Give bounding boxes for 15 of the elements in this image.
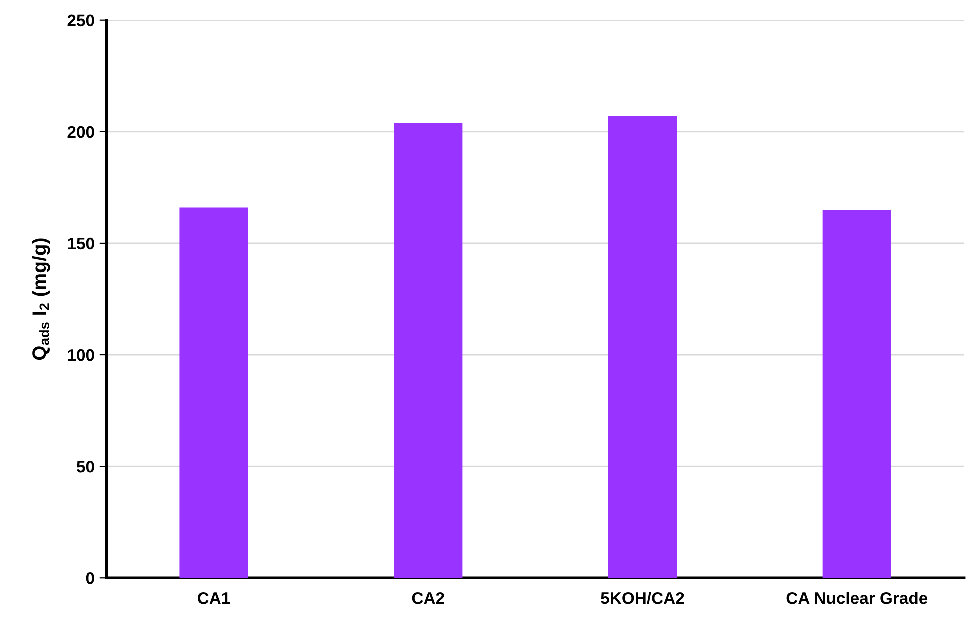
x-tick-label: CA1	[198, 592, 230, 604]
y-axis-title: Q$_{ads}$ I$_{2}$ (mg/g)	[32, 238, 50, 360]
bar	[180, 208, 248, 578]
bar	[394, 122, 463, 578]
bar	[608, 116, 678, 578]
y-tick-label: 250	[68, 14, 94, 27]
y-tick-label: 100	[68, 349, 94, 362]
y-tick-label: 0	[86, 572, 94, 584]
y-tick-label: 150	[68, 238, 94, 250]
x-tick-label: CA2	[412, 592, 444, 604]
x-tick-label: 5KOH/CA2	[601, 592, 684, 604]
x-tick-label: CA Nuclear Grade	[786, 592, 928, 604]
y-tick-label: 50	[76, 460, 94, 473]
bar	[822, 210, 892, 578]
y-tick-label: 200	[68, 126, 94, 138]
